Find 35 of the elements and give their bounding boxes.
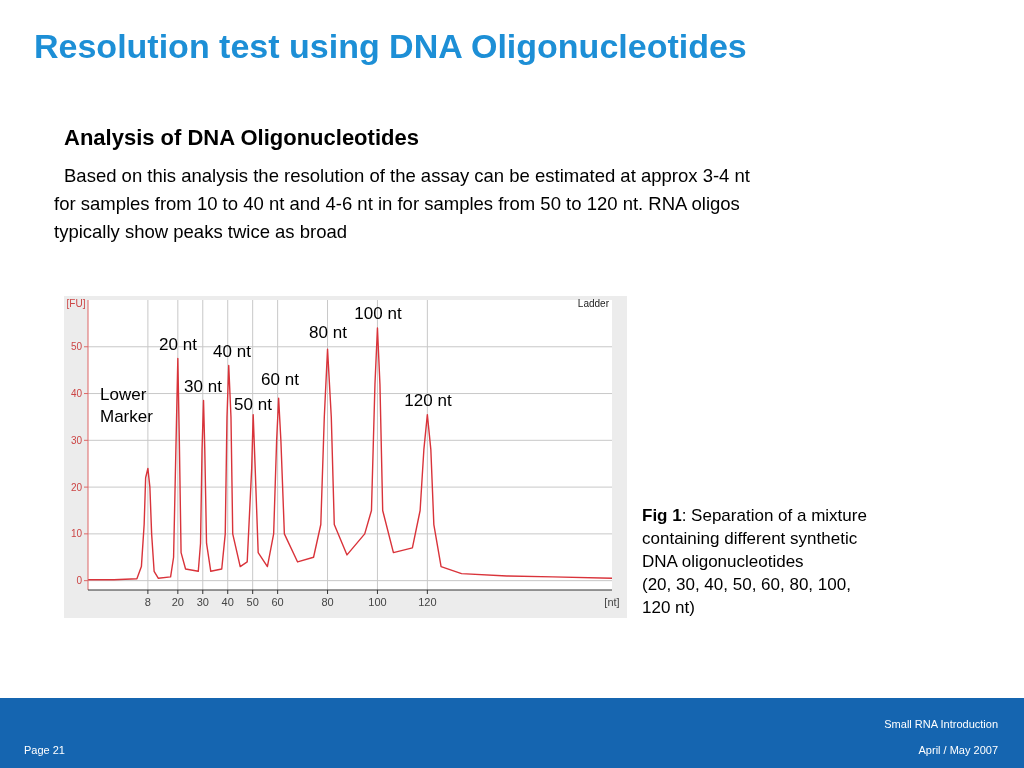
annotation: Lower Marker [100,385,154,427]
annotation: 60 nt [261,370,300,389]
annotation: 40 nt [213,342,252,361]
x-tick-label: 30 [196,596,209,608]
chart-subtitle: Analysis of DNA Oligonucleotides [64,125,419,150]
text: Small RNA Introduction [884,718,998,730]
annotation: Ladder [577,298,610,309]
caption: Fig 1: Separation of a mixture containing different synthetic DNA oligonucleotides (20, 30, 40, 50, 60, 80, 100, 120 nt) [642,506,867,617]
y-tick-label: 0 [76,575,83,587]
x-tick-label: 120 [418,596,437,608]
x-tick-label: 20 [171,596,184,608]
annotation: 50 nt [234,395,273,414]
y-tick-label: 20 [70,481,83,493]
x-axis-title: [nt] [604,596,620,608]
x-tick-label: 40 [221,596,234,608]
text: April / May 2007 [918,744,998,756]
y-tick-label: 40 [70,388,83,400]
y-tick-label: 30 [70,434,83,446]
annotation: 120 nt [404,391,452,410]
chart-title: Resolution test using DNA Oligonucleotides [34,27,747,65]
x-tick-label: 100 [368,596,387,608]
x-tick-label: 60 [271,596,284,608]
text: Page 21 [24,744,65,756]
y-tick-label: 10 [70,528,83,540]
annotation: 30 nt [184,377,223,396]
y-axis-title: [FU] [66,298,86,309]
text: Based on this analysis the resolution of the assay can be estimated at approx 3-4 nt for samples from 10 to 40 nt and 4-6 nt in for samples from 50 to 120 nt. RNA oligos typically show peaks twice as broad [54,165,750,242]
x-tick-label: 8 [144,596,151,608]
annotation: 20 nt [159,335,198,354]
x-tick-label: 50 [246,596,259,608]
line-series [87,327,613,581]
x-tick-label: 80 [321,596,334,608]
y-tick-label: 50 [70,341,83,353]
annotation: 100 nt [354,304,402,323]
annotation: 80 nt [309,323,348,342]
